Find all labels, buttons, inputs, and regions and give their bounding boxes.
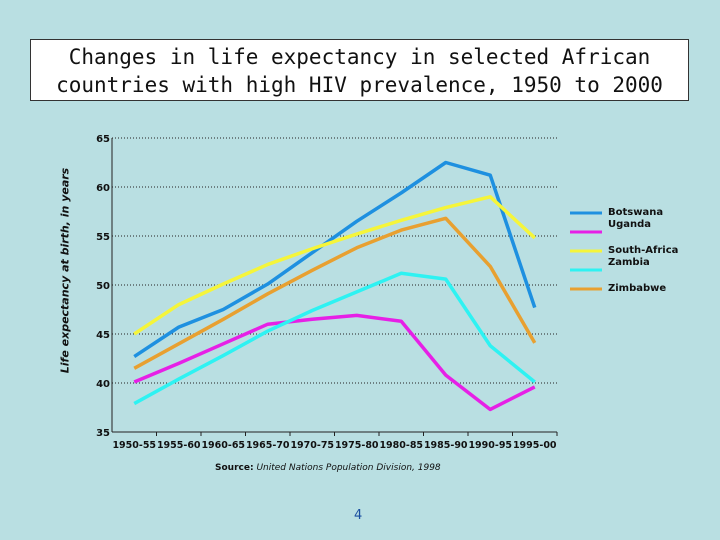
- series-line-botswana: [133, 160, 537, 359]
- x-tick-label: 1990-95: [468, 440, 512, 451]
- source-label: Source:: [215, 463, 254, 473]
- legend-item: Uganda: [608, 219, 652, 230]
- y-tick-label: 35: [96, 428, 110, 439]
- series-line-zambia: [133, 271, 536, 406]
- series-line-zimbabwe: [133, 216, 537, 370]
- y-tick-label: 40: [96, 379, 110, 390]
- x-tick-label: 1975-80: [335, 440, 379, 451]
- x-tick-label: 1950-55: [112, 440, 156, 451]
- page-number: 4: [354, 508, 363, 523]
- legend-item: Zambia: [608, 257, 650, 268]
- legend-item: South-Africa: [608, 245, 679, 256]
- x-tick-label: 1995-00: [513, 440, 557, 451]
- source-note: Source: United Nations Population Divisi…: [215, 463, 441, 473]
- x-tick-label: 1965-70: [246, 440, 290, 451]
- x-tick-label: 1980-85: [379, 440, 423, 451]
- y-tick-label: 65: [96, 134, 110, 145]
- source-text: United Nations Population Division, 1998: [256, 463, 441, 473]
- series-line-uganda: [133, 313, 536, 412]
- chart-title: Changes in life expectancy in selected A…: [30, 39, 689, 101]
- legend-item: Botswana: [608, 207, 664, 218]
- x-tick-label: 1955-60: [157, 440, 201, 451]
- y-tick-label: 50: [96, 281, 110, 292]
- series-line-south-africa: [133, 195, 536, 336]
- y-tick-label: 60: [96, 183, 110, 194]
- y-tick-label: 45: [96, 330, 110, 341]
- y-tick-label: 55: [96, 232, 110, 243]
- x-tick-label: 1985-90: [424, 440, 468, 451]
- x-tick-label: 1970-75: [290, 440, 334, 451]
- x-tick-label: 1960-65: [201, 440, 245, 451]
- legend-item: Zimbabwe: [608, 283, 667, 294]
